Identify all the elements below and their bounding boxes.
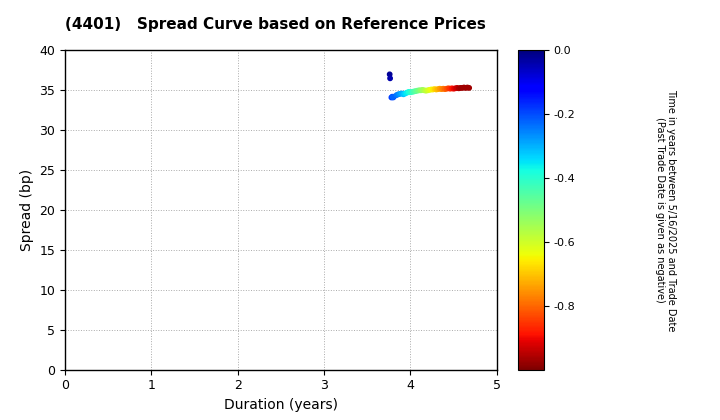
Point	[455, 84, 467, 91]
Point	[397, 91, 409, 97]
Point	[458, 84, 469, 91]
Point	[395, 91, 406, 97]
Point	[384, 75, 396, 81]
Y-axis label: Spread (bp): Spread (bp)	[19, 169, 34, 251]
Point	[405, 89, 416, 96]
Point	[429, 86, 441, 92]
Point	[401, 89, 413, 96]
Point	[406, 89, 418, 95]
Point	[386, 94, 397, 101]
Point	[391, 92, 402, 98]
Point	[456, 84, 468, 91]
Text: (4401)   Spread Curve based on Reference Prices: (4401) Spread Curve based on Reference P…	[65, 17, 486, 32]
Point	[432, 86, 444, 92]
Point	[420, 87, 432, 94]
Point	[444, 85, 456, 92]
Point	[387, 94, 398, 100]
Point	[415, 87, 426, 94]
Point	[462, 84, 473, 91]
Point	[392, 91, 404, 97]
Point	[451, 84, 463, 91]
Point	[426, 86, 437, 93]
Point	[441, 85, 452, 92]
Point	[422, 87, 433, 94]
Point	[434, 85, 446, 92]
Point	[446, 85, 458, 92]
Point	[423, 87, 435, 93]
Point	[449, 85, 461, 92]
Point	[464, 84, 475, 91]
Point	[453, 85, 464, 92]
Point	[413, 87, 425, 94]
Point	[403, 89, 415, 95]
Point	[400, 90, 411, 97]
Point	[412, 87, 423, 94]
Point	[418, 87, 430, 94]
Point	[408, 88, 420, 95]
Point	[384, 71, 395, 78]
Point	[388, 93, 400, 100]
Point	[436, 86, 447, 92]
Point	[427, 86, 438, 93]
X-axis label: Duration (years): Duration (years)	[224, 398, 338, 412]
Point	[396, 90, 408, 97]
Point	[439, 86, 451, 92]
Point	[431, 86, 442, 93]
Point	[438, 85, 449, 92]
Point	[387, 93, 398, 100]
Point	[443, 85, 454, 92]
Point	[417, 87, 428, 93]
Point	[448, 85, 459, 92]
Point	[410, 88, 421, 94]
Point	[460, 84, 472, 91]
Point	[387, 94, 399, 101]
Y-axis label: Time in years between 5/16/2025 and Trade Date
(Past Trade Date is given as nega: Time in years between 5/16/2025 and Trad…	[654, 89, 676, 331]
